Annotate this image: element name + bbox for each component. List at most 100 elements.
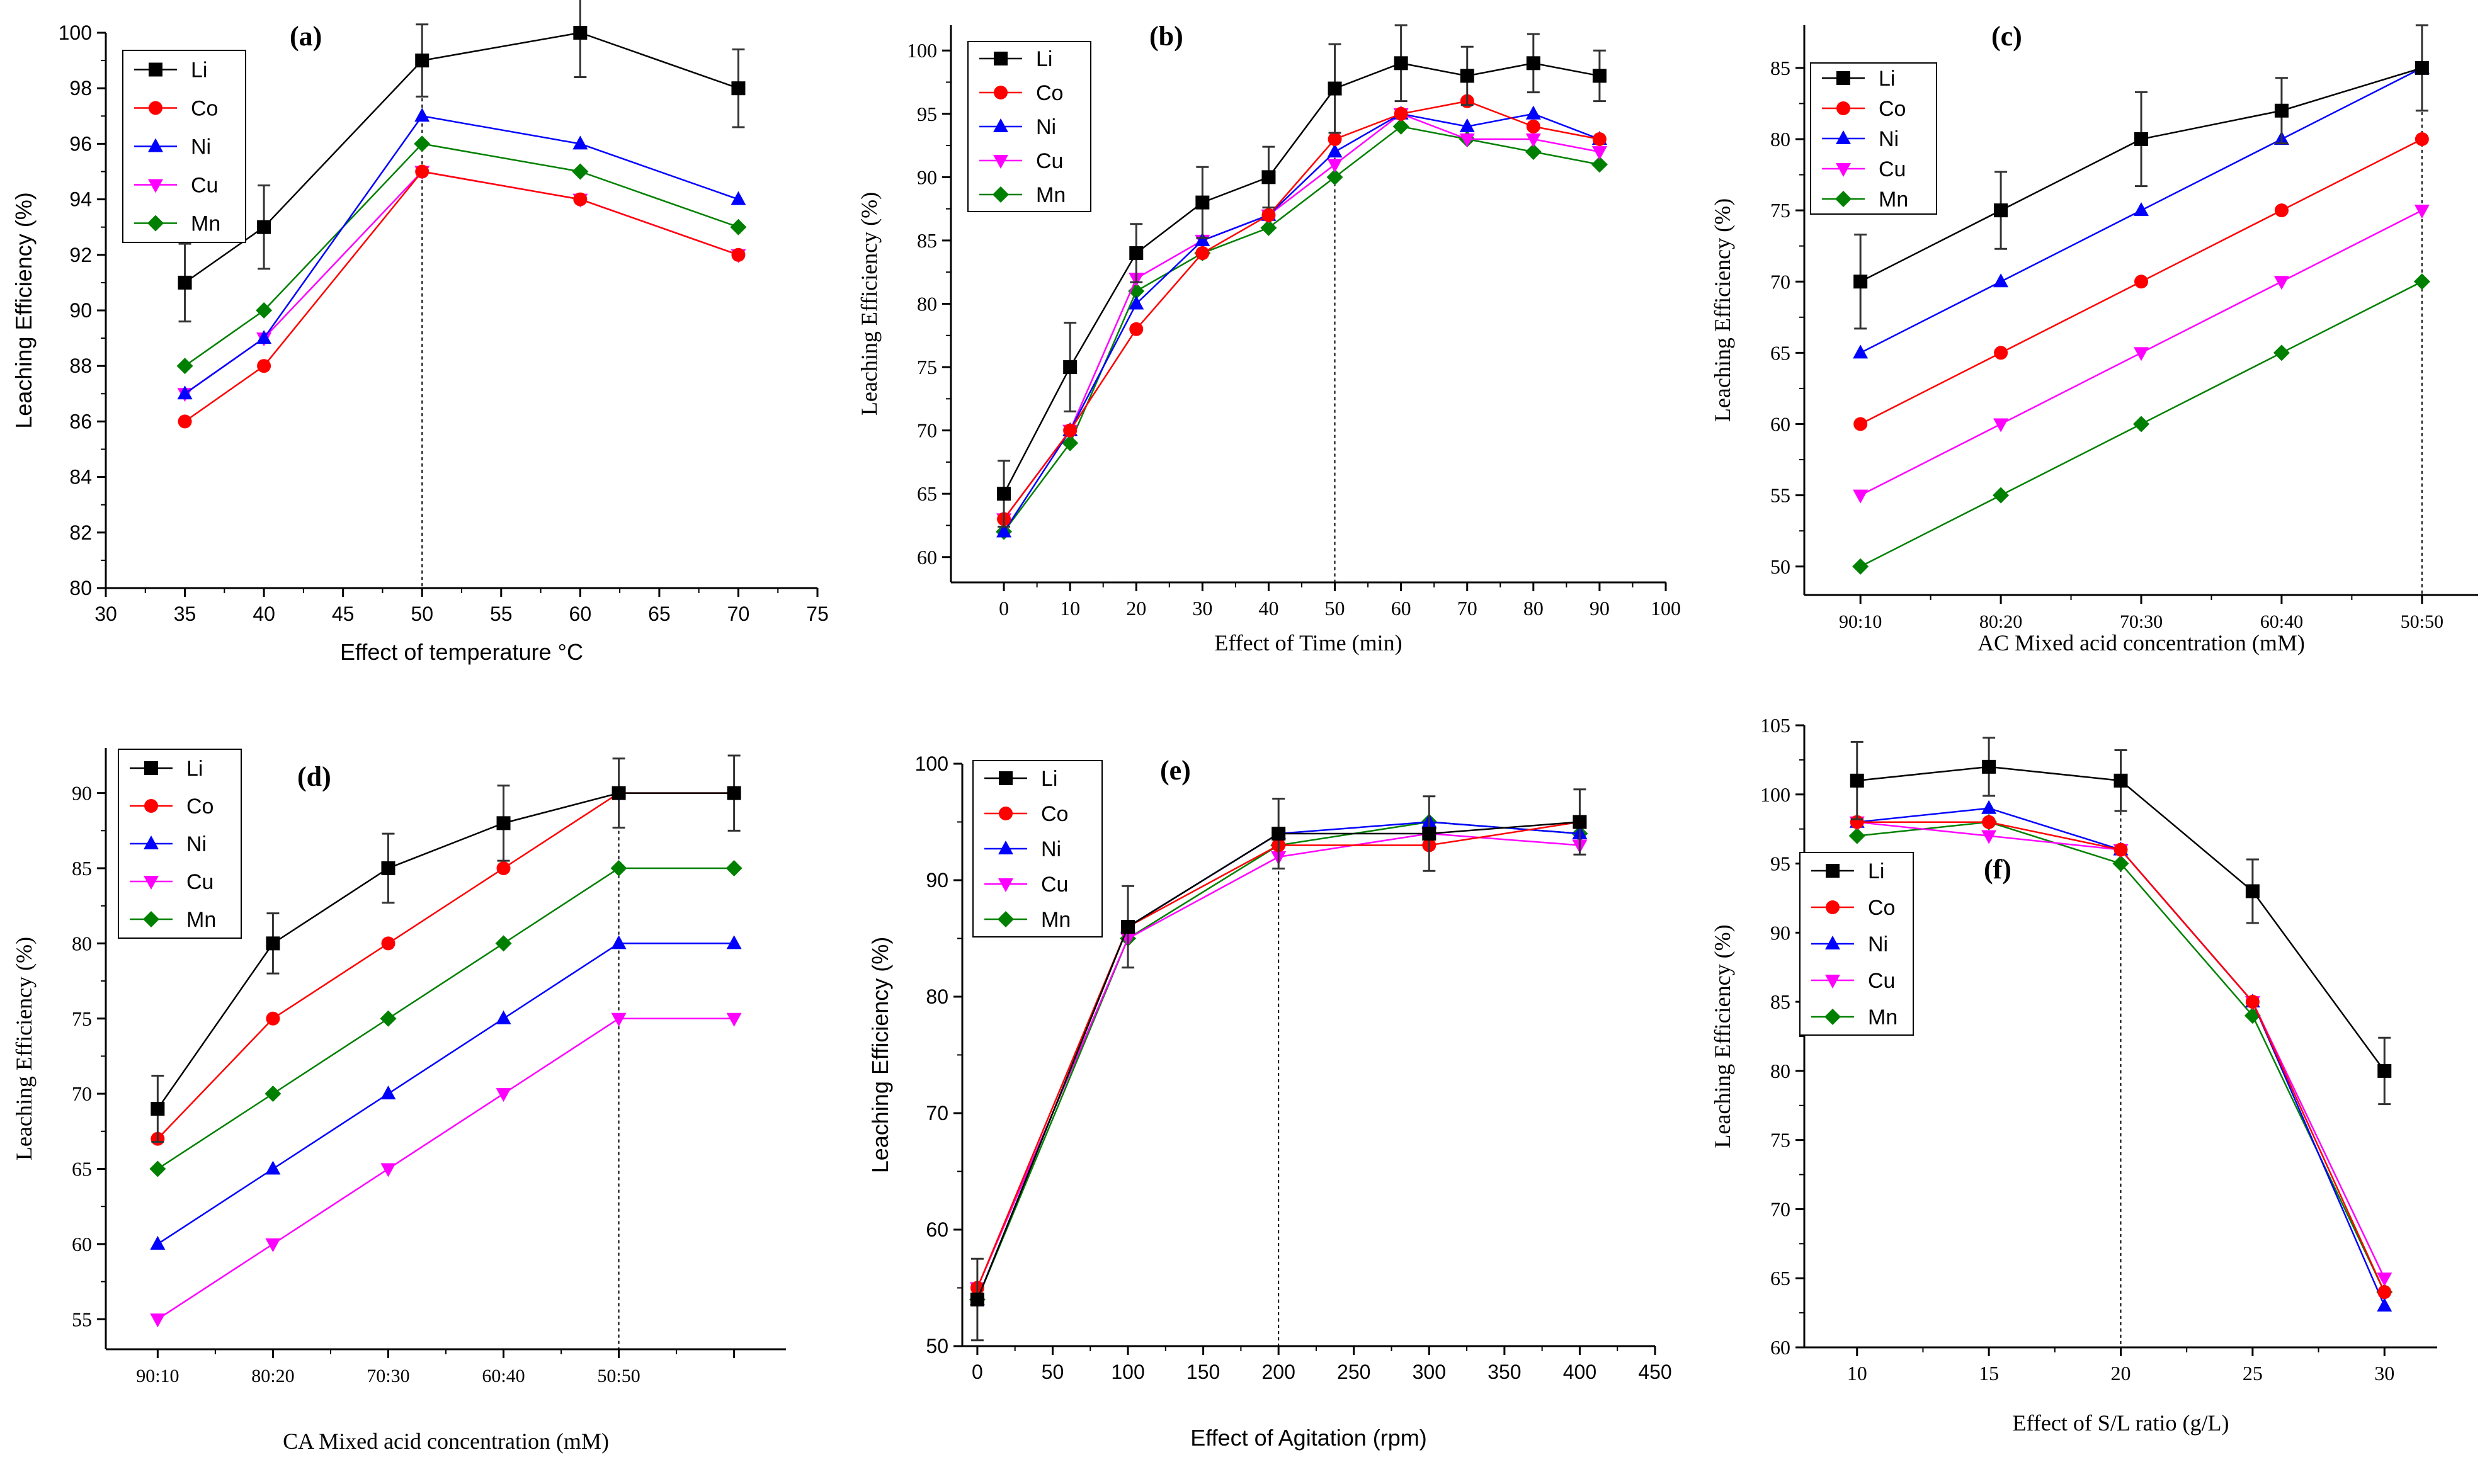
data-point-ni (1459, 118, 1475, 132)
legend-label-mn: Mn (1879, 188, 1908, 212)
x-tick-label: 35 (174, 603, 196, 625)
data-point-co (1592, 132, 1607, 147)
y-tick-label: 80 (917, 293, 937, 315)
legend-marker-ni (148, 138, 163, 152)
data-point-li (257, 220, 271, 234)
x-tick-label: 10 (1060, 597, 1080, 620)
legend-label-cu: Cu (186, 870, 213, 894)
x-tick-label: 20 (1126, 597, 1146, 620)
data-point-ni (2377, 1298, 2392, 1312)
data-point-cu (726, 1012, 742, 1027)
legend-label-li: Li (1041, 767, 1057, 791)
panel-label: (e) (1160, 755, 1191, 786)
legend-marker-co (1826, 900, 1840, 914)
data-point-li (1394, 56, 1408, 71)
legend-label-cu: Cu (191, 174, 218, 198)
y-tick-label: 50 (1770, 555, 1790, 578)
data-point-li (1573, 815, 1587, 829)
data-point-li (1129, 246, 1144, 261)
data-point-li (1063, 360, 1078, 375)
y-tick-label: 80 (926, 985, 948, 1008)
y-tick-label: 55 (72, 1308, 92, 1330)
y-tick-label: 60 (72, 1233, 92, 1255)
y-tick-label: 65 (1770, 341, 1790, 364)
legend-marker-ni (998, 841, 1013, 854)
y-tick-label: 100 (1760, 783, 1790, 806)
data-point-mn (1993, 487, 2010, 504)
data-point-li (178, 275, 192, 290)
series-line-co (184, 171, 739, 422)
data-point-co (2377, 1285, 2392, 1300)
legend: Li Co Ni Cu Mn (972, 760, 1103, 937)
legend-marker-co (144, 799, 158, 813)
series-co (997, 94, 1607, 526)
x-tick-label: 70:30 (367, 1366, 409, 1386)
series-line-mn (1003, 125, 1600, 533)
data-point-li (997, 487, 1011, 501)
legend-label-co: Co (1868, 896, 1895, 920)
x-tick-label: 55 (490, 603, 513, 625)
x-tick-label: 60:40 (482, 1366, 525, 1386)
chart-panel-b: 60 65 70 75 80 85 90 95 100 0 10 20 30 40 50 60 70 80 90 10… (856, 21, 1681, 655)
data-point-ni (572, 135, 588, 150)
data-point-ni (996, 523, 1012, 538)
x-tick-label: 350 (1488, 1361, 1521, 1383)
data-point-li (381, 861, 395, 875)
data-point-co (2134, 275, 2148, 289)
legend-label-ni: Ni (1868, 932, 1888, 956)
series-co (1853, 132, 2429, 431)
data-point-co (1129, 322, 1144, 336)
data-point-co (2245, 995, 2260, 1009)
x-tick-label: 50 (1325, 597, 1345, 620)
y-tick-label: 82 (69, 521, 92, 544)
x-tick-label: 70 (1457, 597, 1477, 620)
series-line-li (184, 31, 739, 283)
data-point-co (1853, 417, 1868, 431)
y-tick-label: 55 (1770, 484, 1790, 507)
x-tick-label: 50 (411, 603, 433, 625)
x-tick-label: 450 (1638, 1361, 1671, 1383)
x-tick-label: 10 (1847, 1362, 1867, 1385)
data-point-mn (2413, 273, 2430, 290)
data-point-mn (1062, 434, 1079, 451)
y-tick-label: 90 (1770, 921, 1790, 944)
chart-panel-c: 50 55 60 65 70 75 80 85 90:10 80:20 70:30 60:40 50:5… (1710, 21, 2478, 655)
y-tick-label: 105 (1760, 714, 1790, 737)
legend-marker-mn (1824, 1009, 1841, 1025)
legend-marker-li (994, 52, 1008, 65)
data-point-co (2415, 132, 2429, 146)
x-axis-label: AC Mixed acid concentration (mM) (1977, 630, 2305, 655)
data-point-mn (1326, 169, 1343, 186)
y-tick-label: 50 (926, 1335, 948, 1357)
x-tick-label: 0 (972, 1361, 983, 1383)
legend-label-co: Co (191, 97, 218, 121)
data-point-ni (611, 935, 627, 949)
legend-marker-ni (993, 118, 1008, 132)
series-ni (150, 935, 742, 1250)
legend-label-mn: Mn (1036, 183, 1066, 207)
legend-label-li: Li (191, 59, 207, 82)
series-li (151, 754, 741, 1143)
legend-label-li: Li (1868, 859, 1884, 883)
chart-panel-a: 80 82 84 86 88 90 92 94 96 98 100 30 35 40 45 50 55 60 65 7… (11, 0, 829, 665)
y-tick-label: 96 (69, 132, 92, 155)
series-mn (176, 135, 747, 375)
x-tick-label: 200 (1261, 1361, 1295, 1383)
x-tick-label: 60:40 (2260, 611, 2303, 632)
series-line-cu (157, 1017, 734, 1320)
legend-label-ni: Ni (191, 135, 211, 159)
x-tick-label: 40 (1258, 597, 1278, 620)
panel-label: (f) (1984, 854, 2011, 885)
x-tick-label: 20 (2111, 1362, 2131, 1385)
legend-marker-cu (998, 878, 1013, 892)
x-tick-label: 0 (999, 597, 1009, 620)
data-point-ni (731, 191, 746, 205)
legend-marker-co (994, 86, 1008, 99)
data-point-co (257, 359, 271, 373)
data-point-ni (1981, 800, 1997, 814)
legend-label-cu: Cu (1868, 969, 1895, 993)
data-point-li (2245, 884, 2260, 898)
legend-marker-co (1836, 101, 1850, 115)
data-point-li (2415, 60, 2429, 75)
